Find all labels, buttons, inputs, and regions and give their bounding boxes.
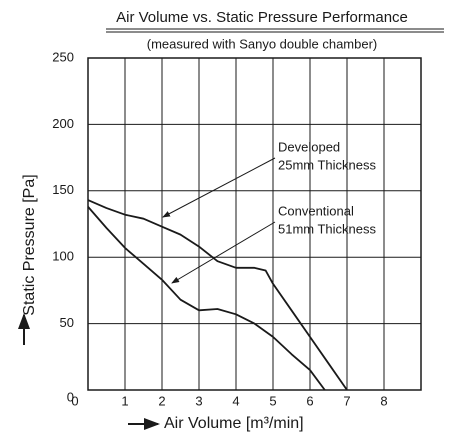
y-tick-label: 100 bbox=[52, 249, 74, 264]
x-tick-label: 6 bbox=[306, 393, 313, 408]
y-tick-label: 200 bbox=[52, 116, 74, 131]
x-tick-label: 4 bbox=[232, 393, 239, 408]
y-tick-label: 0 bbox=[67, 389, 74, 404]
x-tick-label: 1 bbox=[121, 393, 128, 408]
y-axis-label: Static Pressure [Pa] bbox=[21, 174, 38, 315]
series-line bbox=[87, 199, 348, 391]
x-tick-label: 7 bbox=[343, 393, 350, 408]
y-tick-label: 150 bbox=[52, 182, 74, 197]
y-tick-label: 250 bbox=[52, 49, 74, 64]
x-tick-label: 5 bbox=[269, 393, 276, 408]
series-line bbox=[87, 206, 326, 391]
annotation: Developed bbox=[278, 139, 340, 154]
annotation-arrow bbox=[162, 157, 276, 218]
x-tick-label: 3 bbox=[195, 393, 202, 408]
annotation-arrow bbox=[171, 221, 276, 284]
annotation: 25mm Thickness bbox=[278, 157, 377, 172]
annotation: Conventional bbox=[278, 203, 354, 218]
x-axis-label: Air Volume [m³/min] bbox=[164, 415, 304, 432]
y-tick-label: 50 bbox=[60, 315, 74, 330]
x-tick-label: 0 bbox=[71, 393, 78, 408]
x-tick-label: 8 bbox=[380, 393, 387, 408]
chart-subtitle: (measured with Sanyo double chamber) bbox=[147, 36, 378, 51]
chart-title: Air Volume vs. Static Pressure Performan… bbox=[116, 9, 408, 26]
annotation: 51mm Thickness bbox=[278, 221, 377, 236]
x-tick-label: 2 bbox=[158, 393, 165, 408]
